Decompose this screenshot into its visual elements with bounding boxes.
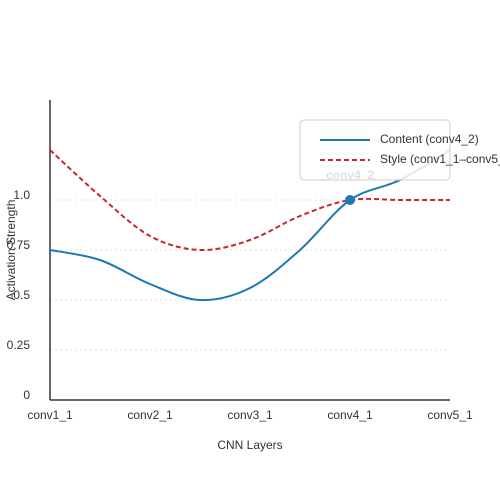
x-tick-label: conv4_1 <box>327 408 373 422</box>
x-axis-label: CNN Layers <box>217 438 282 452</box>
series-line <box>49 149 451 302</box>
y-tick-label: 1.0 <box>13 188 30 202</box>
y-axis-label: Activation Strength <box>4 200 18 301</box>
x-tick-label: conv1_1 <box>27 408 73 422</box>
legend: Content (conv4_2) Style (conv1_1–conv5_1) <box>299 119 500 181</box>
y-tick-label: 0.75 <box>7 238 31 252</box>
y-tick-label: 0 <box>23 388 30 402</box>
y-tick-label: 0.5 <box>13 288 30 302</box>
legend-label: Style (conv1_1–conv5_1) <box>380 152 500 166</box>
y-tick-label: 0.25 <box>7 338 31 352</box>
series-line <box>49 149 450 252</box>
x-tick-label: conv3_1 <box>227 408 273 422</box>
legend-box <box>299 119 451 181</box>
x-tick-label: conv2_1 <box>127 408 173 422</box>
x-tick-label: conv5_1 <box>427 408 473 422</box>
legend-label: Content (conv4_2) <box>380 132 479 146</box>
annotation-marker <box>345 195 355 205</box>
